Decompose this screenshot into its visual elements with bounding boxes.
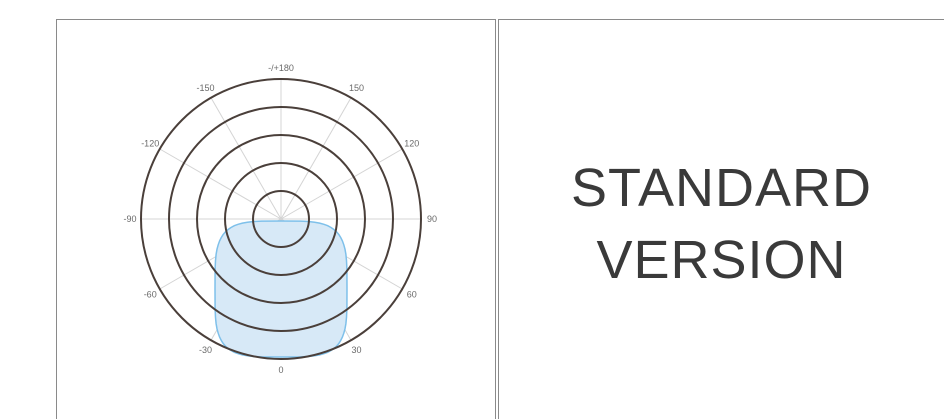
angle-label: -90 bbox=[123, 214, 136, 224]
polar-ring bbox=[252, 190, 310, 248]
title-line-2: VERSION bbox=[596, 230, 847, 290]
polar-spoke bbox=[159, 148, 282, 220]
angle-labels: -/+180 150 120 90 60 30 0 -30 -60 -90 -120 -150 bbox=[123, 63, 437, 375]
angle-label: -30 bbox=[199, 345, 212, 355]
polar-ring bbox=[168, 106, 394, 332]
angle-label: 120 bbox=[404, 139, 419, 149]
polar-spoke bbox=[280, 148, 403, 220]
angle-label: 90 bbox=[427, 214, 437, 224]
polar-spoke bbox=[280, 97, 352, 220]
pickup-pattern bbox=[214, 220, 348, 358]
polar-rings bbox=[140, 78, 422, 360]
polar-pattern-chart: -/+180 150 120 90 60 30 0 -30 -60 -90 -120 -150 bbox=[123, 63, 437, 375]
polar-ring bbox=[196, 134, 366, 304]
angle-label: -60 bbox=[144, 290, 157, 300]
angle-label: -/+180 bbox=[268, 63, 294, 73]
polar-ring bbox=[140, 78, 422, 360]
pattern-shape bbox=[214, 220, 348, 358]
angle-label: 0 bbox=[278, 365, 283, 375]
angle-label: -150 bbox=[196, 83, 214, 93]
polar-diagram-panel: -/+180 150 120 90 60 30 0 -30 -60 -90 -120 -150 bbox=[56, 19, 496, 419]
polar-spoke bbox=[210, 97, 282, 220]
angle-label: 60 bbox=[407, 290, 417, 300]
angle-label: 30 bbox=[351, 345, 361, 355]
polar-ring bbox=[224, 162, 338, 276]
angle-label: -120 bbox=[141, 139, 159, 149]
title-line-1: STANDARD bbox=[570, 158, 873, 218]
angle-label: 150 bbox=[349, 83, 364, 93]
version-title: STANDARD VERSION bbox=[499, 152, 944, 296]
version-panel: STANDARD VERSION bbox=[498, 19, 944, 419]
